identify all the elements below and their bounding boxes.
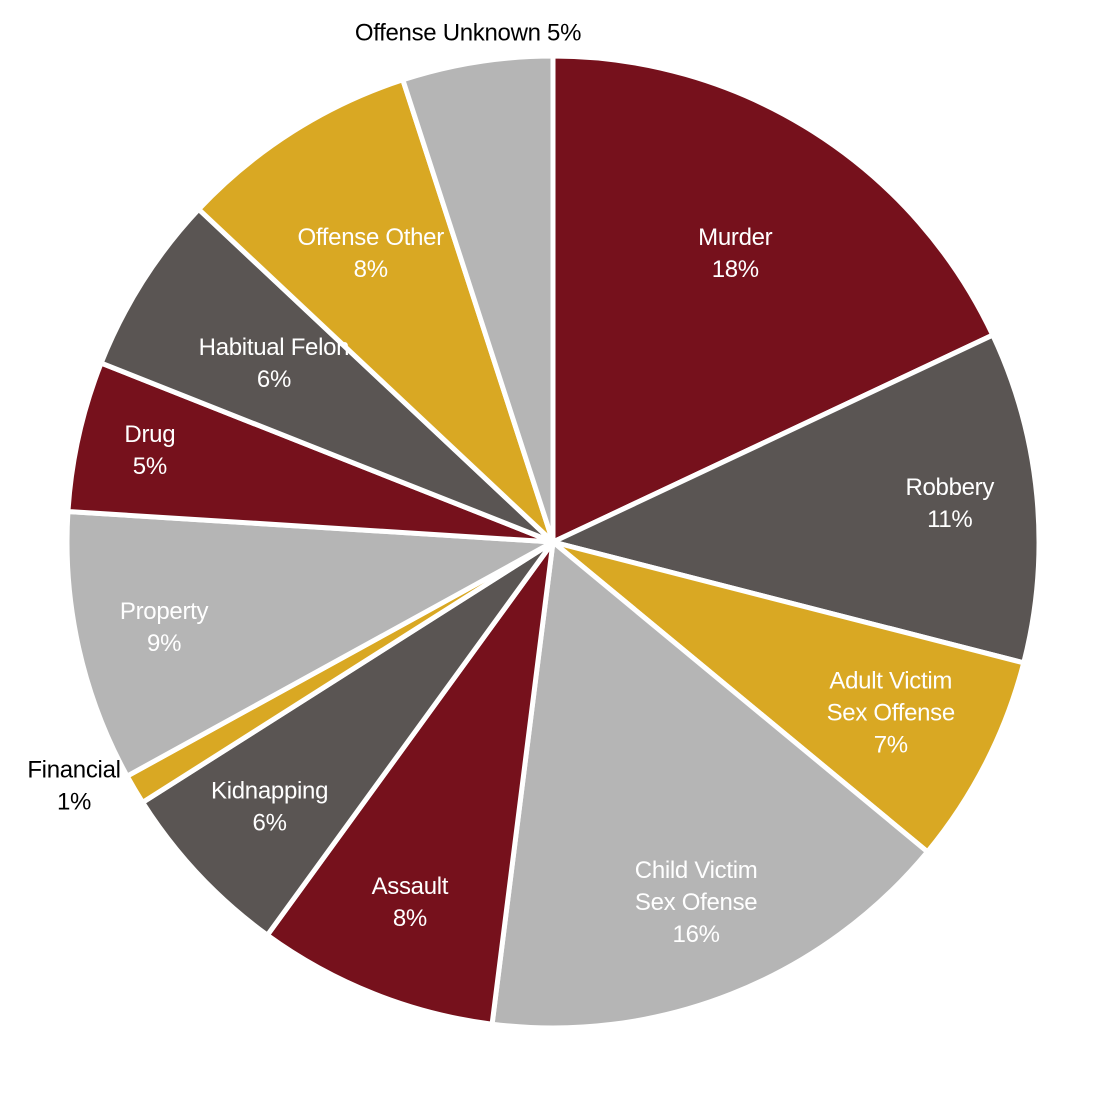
pie-label-adult-victim-sex-offense: Adult Victim Sex Offense 7% [827,667,955,758]
pie-slice-drug [65,359,554,545]
pie-slice-property [64,508,562,780]
pie-label-assault: Assault 8% [372,873,449,932]
pie-label-murder: Murder 18% [698,224,773,283]
pie-label-kidnapping: Kidnapping 6% [211,778,328,837]
pie-slice-offense-unknown [399,53,556,543]
pie-label-offense-other: Offense Other 8% [298,224,445,283]
pie-slice-murder [550,53,997,546]
pie-slice-child-victim-sex-ofense [489,537,931,1031]
pie-label-drug: Drug 5% [124,421,175,480]
pie-label-habitual-felon: Habitual Felon 6% [199,334,350,393]
pie-label-offense-unknown: Offense Unknown 5% [355,19,581,46]
pie-slice-offense-other [195,76,556,544]
pie-slice-assault [263,540,556,1027]
pie-label-financial: Financial 1% [27,756,120,815]
pie-label-property: Property 9% [120,598,209,657]
pie-slice-kidnapping [139,539,556,939]
labels-layer: Murder 18% Robbery 11% Adult Victim Sex Offen… [27,19,994,948]
pie-label-child-victim-sex-ofense: Child Victim Sex Ofense 16% [635,857,758,948]
pie-slice-robbery [545,331,1042,666]
pie-slice-habitual-felon [97,205,555,545]
slices-layer [64,53,1042,1031]
pie-label-robbery: Robbery 11% [905,474,994,533]
pie-slice-adult-victim-sex-offense [551,539,1027,856]
